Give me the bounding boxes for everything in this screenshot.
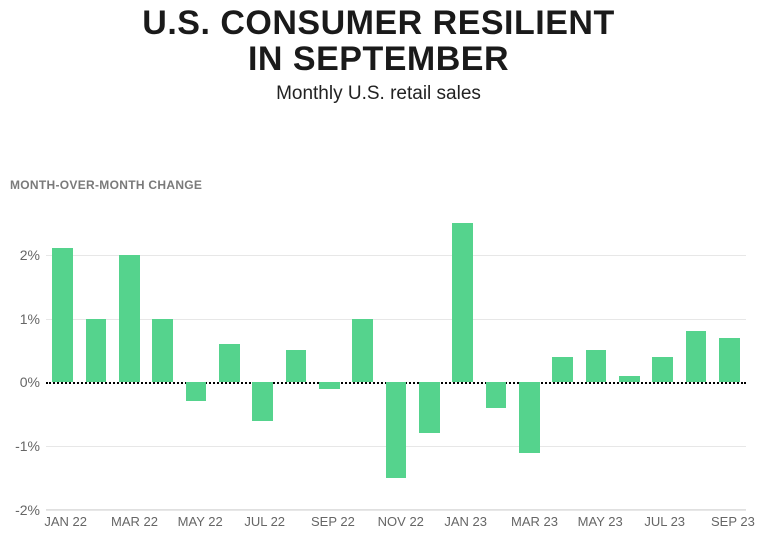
bar <box>586 350 607 382</box>
chart-subtitle: Monthly U.S. retail sales <box>0 83 757 105</box>
y-tick-label: -2% <box>15 502 46 518</box>
y-tick-label: -1% <box>15 438 46 454</box>
x-tick-label: JAN 22 <box>44 510 87 529</box>
y-tick-label: 1% <box>20 311 46 327</box>
section-label: MONTH-OVER-MONTH CHANGE <box>10 178 202 192</box>
bar <box>486 382 507 408</box>
bar <box>452 223 473 383</box>
bar <box>119 255 140 383</box>
x-tick-label: SEP 22 <box>311 510 355 529</box>
bar <box>352 319 373 383</box>
chart-title-line2: IN SEPTEMBER <box>0 42 757 78</box>
y-tick-label: 0% <box>20 374 46 390</box>
bar-chart: -2%-1%0%1%2%JAN 22MAR 22MAY 22JUL 22SEP … <box>46 210 746 510</box>
bar <box>286 350 307 382</box>
bar <box>419 382 440 433</box>
bar <box>386 382 407 478</box>
x-tick-label: MAR 23 <box>511 510 558 529</box>
y-tick-label: 2% <box>20 247 46 263</box>
bar <box>552 357 573 383</box>
page: U.S. CONSUMER RESILIENT IN SEPTEMBER Mon… <box>0 0 757 544</box>
bar <box>152 319 173 383</box>
x-tick-label: NOV 22 <box>378 510 424 529</box>
bar <box>86 319 107 383</box>
bar <box>619 376 640 382</box>
bar <box>519 382 540 452</box>
bar <box>186 382 207 401</box>
x-tick-label: SEP 23 <box>711 510 755 529</box>
bar <box>52 248 73 382</box>
bar <box>686 331 707 382</box>
x-tick-label: JAN 23 <box>444 510 487 529</box>
x-tick-label: MAR 22 <box>111 510 158 529</box>
x-tick-label: MAY 22 <box>178 510 223 529</box>
x-tick-label: MAY 23 <box>578 510 623 529</box>
chart-title-line1: U.S. CONSUMER RESILIENT <box>0 6 757 42</box>
bar <box>652 357 673 383</box>
x-tick-label: JUL 23 <box>644 510 685 529</box>
bar <box>219 344 240 382</box>
plot-area: -2%-1%0%1%2%JAN 22MAR 22MAY 22JUL 22SEP … <box>46 210 746 510</box>
x-tick-label: JUL 22 <box>244 510 285 529</box>
gridline <box>46 319 746 320</box>
gridline <box>46 255 746 256</box>
chart-title: U.S. CONSUMER RESILIENT IN SEPTEMBER <box>0 6 757 77</box>
bar <box>719 338 740 383</box>
bar <box>252 382 273 420</box>
bar <box>319 382 340 388</box>
